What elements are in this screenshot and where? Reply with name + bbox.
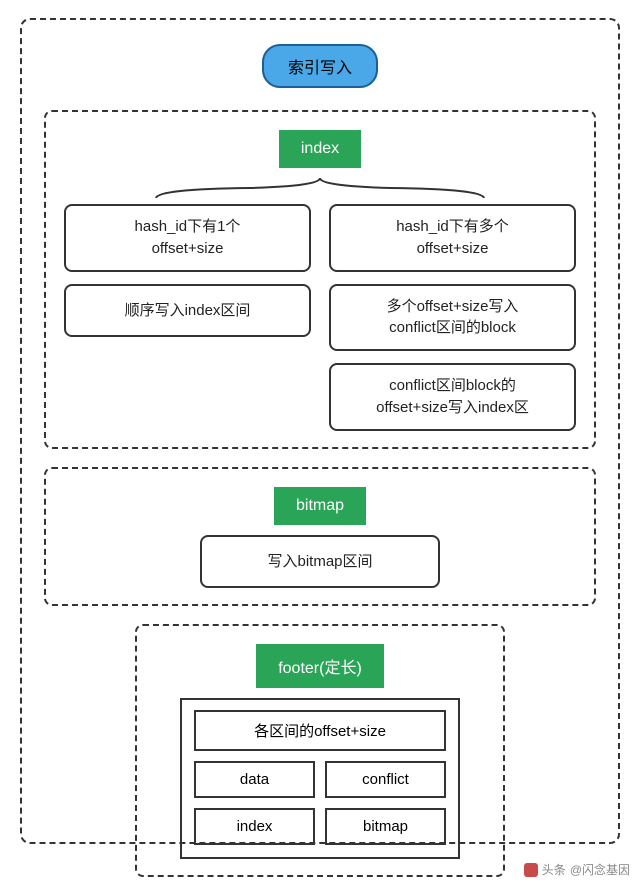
- watermark-prefix: 头条: [542, 861, 566, 878]
- left-box-2-text: 顺序写入index区间: [125, 302, 251, 319]
- index-columns: hash_id下有1个 offset+size 顺序写入index区间 hash…: [64, 204, 576, 431]
- section-index: index hash_id下有1个 offset+size 顺序写入index区…: [44, 110, 596, 449]
- index-col-right: hash_id下有多个 offset+size 多个offset+size写入 …: [329, 204, 576, 431]
- footer-header-text: footer(定长): [278, 660, 362, 677]
- footer-cell-2-text: index: [237, 818, 273, 835]
- footer-grid: data conflict index bitmap: [194, 761, 446, 845]
- index-col-left: hash_id下有1个 offset+size 顺序写入index区间: [64, 204, 311, 431]
- footer-cell-index: index: [194, 808, 315, 845]
- right-box-2-text: 多个offset+size写入 conflict区间的block: [387, 298, 519, 337]
- footer-title-text: 各区间的offset+size: [254, 723, 386, 740]
- right-box-1-text: hash_id下有多个 offset+size: [396, 218, 509, 257]
- index-header-text: index: [301, 140, 339, 157]
- bitmap-header: bitmap: [274, 487, 366, 525]
- left-box-1: hash_id下有1个 offset+size: [64, 204, 311, 272]
- watermark-account: @闪念基因: [570, 861, 630, 878]
- right-box-1: hash_id下有多个 offset+size: [329, 204, 576, 272]
- left-box-2: 顺序写入index区间: [64, 284, 311, 338]
- right-box-3-text: conflict区间block的 offset+size写入index区: [376, 377, 529, 416]
- footer-cell-1-text: conflict: [362, 771, 409, 788]
- section-footer: footer(定长) 各区间的offset+size data conflict…: [135, 624, 505, 877]
- footer-cell-bitmap: bitmap: [325, 808, 446, 845]
- bitmap-header-text: bitmap: [296, 497, 344, 514]
- footer-cell-3-text: bitmap: [363, 818, 408, 835]
- right-box-3: conflict区间block的 offset+size写入index区: [329, 363, 576, 431]
- footer-cell-conflict: conflict: [325, 761, 446, 798]
- watermark-icon: [524, 863, 538, 877]
- footer-inner: 各区间的offset+size data conflict index bitm…: [180, 698, 460, 859]
- footer-header: footer(定长): [256, 644, 384, 688]
- bitmap-box: 写入bitmap区间: [200, 535, 440, 589]
- right-box-2: 多个offset+size写入 conflict区间的block: [329, 284, 576, 352]
- title-pill: 索引写入: [262, 44, 378, 88]
- watermark: 头条 @闪念基因: [524, 861, 630, 878]
- footer-cell-data: data: [194, 761, 315, 798]
- index-header: index: [279, 130, 361, 168]
- bitmap-box-text: 写入bitmap区间: [267, 553, 372, 570]
- title-text: 索引写入: [288, 60, 352, 77]
- section-bitmap: bitmap 写入bitmap区间: [44, 467, 596, 607]
- left-box-1-text: hash_id下有1个 offset+size: [135, 218, 241, 257]
- outer-container: 索引写入 index hash_id下有1个 offset+size 顺序写入i…: [20, 18, 620, 844]
- connector-icon: [150, 178, 490, 198]
- footer-cell-0-text: data: [240, 771, 269, 788]
- footer-title: 各区间的offset+size: [194, 710, 446, 751]
